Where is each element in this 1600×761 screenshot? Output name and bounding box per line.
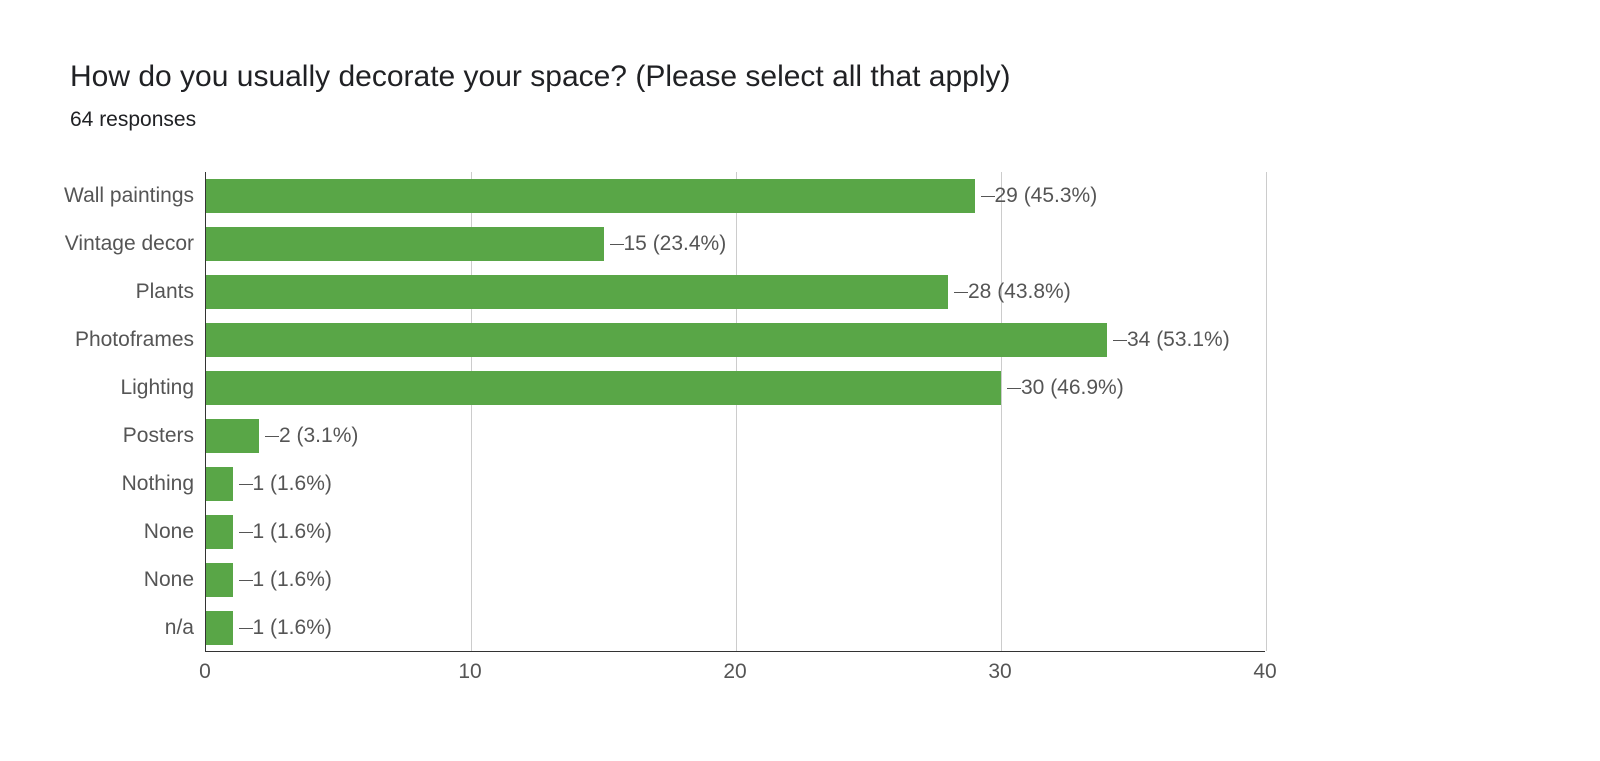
value-tick	[1007, 388, 1021, 389]
bar-value-label: 2 (3.1%)	[259, 424, 358, 448]
bar-value-label: 1 (1.6%)	[233, 616, 332, 640]
bar	[206, 611, 233, 645]
bar-row: None1 (1.6%)	[206, 508, 332, 556]
value-tick	[981, 196, 995, 197]
bar-value-label: 29 (45.3%)	[975, 184, 1098, 208]
value-text: 15 (23.4%)	[624, 232, 727, 256]
bar-row: n/a1 (1.6%)	[206, 604, 332, 652]
bar-chart: Wall paintings29 (45.3%)Vintage decor15 …	[205, 172, 1530, 692]
x-tick-label: 40	[1253, 660, 1276, 684]
category-label: n/a	[165, 616, 206, 640]
bar-row: None 1 (1.6%)	[206, 556, 332, 604]
bar-value-label: 1 (1.6%)	[233, 568, 332, 592]
bar-row: Photoframes34 (53.1%)	[206, 316, 1230, 364]
x-tick-label: 0	[199, 660, 211, 684]
gridline	[1266, 172, 1267, 651]
value-tick	[239, 532, 253, 533]
bar	[206, 323, 1107, 357]
value-text: 1 (1.6%)	[253, 520, 332, 544]
category-label: Lighting	[120, 376, 206, 400]
category-label: Posters	[123, 424, 206, 448]
value-tick	[610, 244, 624, 245]
bar	[206, 563, 233, 597]
category-label: None	[144, 520, 206, 544]
value-tick	[954, 292, 968, 293]
response-count: 64 responses	[70, 108, 1530, 132]
bar-value-label: 1 (1.6%)	[233, 520, 332, 544]
bar	[206, 515, 233, 549]
plot-area: Wall paintings29 (45.3%)Vintage decor15 …	[205, 172, 1265, 652]
category-label: None	[144, 568, 206, 592]
bar-row: Plants28 (43.8%)	[206, 268, 1071, 316]
bar	[206, 227, 604, 261]
bar-row: Nothing1 (1.6%)	[206, 460, 332, 508]
x-tick-label: 20	[723, 660, 746, 684]
bar	[206, 467, 233, 501]
value-tick	[239, 580, 253, 581]
value-text: 2 (3.1%)	[279, 424, 358, 448]
category-label: Nothing	[122, 472, 206, 496]
x-tick-label: 30	[988, 660, 1011, 684]
bar-row: Vintage decor15 (23.4%)	[206, 220, 726, 268]
bar-value-label: 30 (46.9%)	[1001, 376, 1124, 400]
value-text: 30 (46.9%)	[1021, 376, 1124, 400]
chart-title: How do you usually decorate your space? …	[70, 60, 1530, 94]
value-text: 34 (53.1%)	[1127, 328, 1230, 352]
category-label: Wall paintings	[64, 184, 206, 208]
bar-value-label: 15 (23.4%)	[604, 232, 727, 256]
bar	[206, 275, 948, 309]
bar-value-label: 1 (1.6%)	[233, 472, 332, 496]
value-tick	[239, 628, 253, 629]
value-text: 1 (1.6%)	[253, 616, 332, 640]
value-tick	[1113, 340, 1127, 341]
bar-row: Lighting30 (46.9%)	[206, 364, 1124, 412]
x-axis: 010203040	[205, 652, 1265, 692]
value-text: 1 (1.6%)	[253, 472, 332, 496]
bar-value-label: 28 (43.8%)	[948, 280, 1071, 304]
value-tick	[239, 484, 253, 485]
category-label: Vintage decor	[65, 232, 206, 256]
category-label: Photoframes	[75, 328, 206, 352]
bar	[206, 179, 975, 213]
bar	[206, 419, 259, 453]
value-text: 28 (43.8%)	[968, 280, 1071, 304]
category-label: Plants	[136, 280, 206, 304]
bar	[206, 371, 1001, 405]
x-tick-label: 10	[458, 660, 481, 684]
value-tick	[265, 436, 279, 437]
value-text: 29 (45.3%)	[995, 184, 1098, 208]
bar-row: Posters2 (3.1%)	[206, 412, 358, 460]
bar-value-label: 34 (53.1%)	[1107, 328, 1230, 352]
bar-row: Wall paintings29 (45.3%)	[206, 172, 1097, 220]
value-text: 1 (1.6%)	[253, 568, 332, 592]
